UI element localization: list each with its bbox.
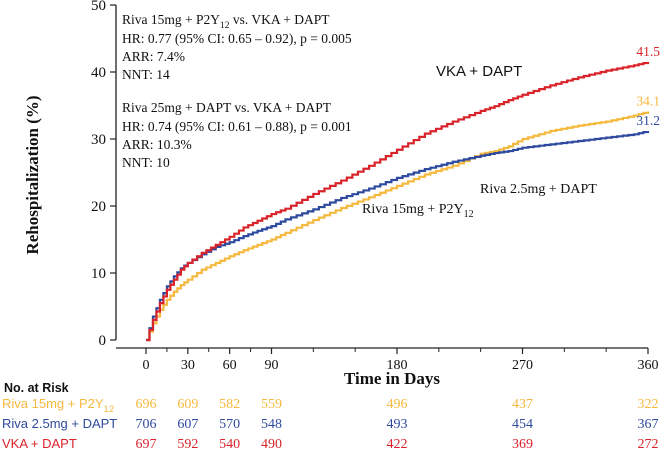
x-tick-label: 270 <box>512 358 533 373</box>
annotation-2-title: Riva 25mg + DAPT vs. VKA + DAPT <box>122 100 332 115</box>
curve-label-riva15: Riva 15mg + P2Y12 <box>362 202 474 220</box>
risk-value-riva15: 437 <box>512 397 533 412</box>
y-ticks: 0 10 20 30 40 50 <box>91 0 116 349</box>
annotation-1-title-main: Riva 15mg + P2Y <box>122 12 220 27</box>
risk-row-label-main: VKA + DAPT <box>2 436 77 451</box>
annotation-1-hr: HR: 0.77 (95% CI: 0.65 – 0.92), p = 0.00… <box>122 31 352 46</box>
series-line-riva25 <box>146 130 650 342</box>
x-axis-label: Time in Days <box>344 369 440 388</box>
x-tick-label: 30 <box>181 358 195 373</box>
risk-value-vka: 540 <box>219 437 240 452</box>
y-tick-label: 20 <box>91 199 106 215</box>
risk-value-riva25: 367 <box>638 417 659 432</box>
curve-label-vka: VKA + DAPT <box>436 63 522 80</box>
annotation-1-title-rest: vs. VKA + DAPT <box>230 12 331 27</box>
x-tick-label: 0 <box>143 358 150 373</box>
risk-value-vka: 369 <box>512 437 533 452</box>
risk-row-label-main: Riva 15mg + P2Y <box>2 396 104 411</box>
annotation-2-nnt: NNT: 10 <box>122 155 170 170</box>
risk-row-label-sub: 12 <box>104 404 115 415</box>
x-ticks: 0 30 60 90 180 270 360 <box>143 348 659 373</box>
risk-row-label-main: Riva 2.5mg + DAPT <box>2 416 117 431</box>
y-tick-label: 40 <box>91 65 106 81</box>
x-tick-label: 360 <box>638 358 659 373</box>
risk-value-riva25: 570 <box>219 417 240 432</box>
axes: 0 10 20 30 40 50 0 30 60 90 180 270 360 <box>91 0 659 373</box>
risk-value-riva25: 454 <box>512 417 533 432</box>
risk-value-vka: 592 <box>177 437 198 452</box>
risk-table-header: No. at Risk <box>4 381 69 395</box>
end-value-vka: 41.5 <box>636 44 660 59</box>
curve-label-riva15-main: Riva 15mg + P2Y <box>362 202 464 217</box>
y-axis-label: Rehospitalization (%) <box>23 95 42 254</box>
y-tick-label: 30 <box>91 132 106 148</box>
end-value-riva15: 34.1 <box>636 94 660 109</box>
risk-value-riva15: 696 <box>136 397 157 412</box>
y-tick-label: 0 <box>99 333 107 349</box>
annotation-1-arr: ARR: 7.4% <box>122 49 185 64</box>
series-line-riva15 <box>146 111 650 342</box>
annotation-1-title-sub: 12 <box>220 21 230 31</box>
risk-value-riva25: 548 <box>261 417 282 432</box>
risk-value-vka: 490 <box>261 437 282 452</box>
series-line-vka <box>146 61 650 342</box>
end-value-labels: 34.1 31.2 41.5 <box>636 44 660 128</box>
risk-table-rows: Riva 15mg + P2Y12 696 609 582 559 496 437 322 Ri… <box>2 396 659 452</box>
annotation-block-1: Riva 15mg + P2Y12 vs. VKA + DAPT HR: 0.7… <box>122 12 352 82</box>
risk-value-riva15: 559 <box>261 397 282 412</box>
risk-value-riva15: 496 <box>387 397 408 412</box>
annotation-2-hr: HR: 0.74 (95% CI: 0.61 – 0.88), p = 0.00… <box>122 119 352 134</box>
x-tick-label: 180 <box>387 358 408 373</box>
risk-row-label-riva15: Riva 15mg + P2Y12 <box>2 396 114 415</box>
x-tick-label: 60 <box>223 358 237 373</box>
x-tick-label: 90 <box>265 358 279 373</box>
risk-value-vka: 272 <box>638 437 659 452</box>
y-tick-label: 50 <box>91 0 106 14</box>
y-tick-label: 10 <box>91 266 106 282</box>
risk-row-label-riva25: Riva 2.5mg + DAPT <box>2 416 117 431</box>
risk-value-riva15: 582 <box>219 397 240 412</box>
annotation-1-nnt: NNT: 14 <box>122 67 170 82</box>
risk-value-riva15: 609 <box>177 397 198 412</box>
risk-row-label-vka: VKA + DAPT <box>2 436 77 451</box>
annotation-2-arr: ARR: 10.3% <box>122 137 192 152</box>
risk-value-riva25: 493 <box>387 417 408 432</box>
risk-value-vka: 697 <box>136 437 157 452</box>
series-layer <box>146 61 650 342</box>
risk-value-vka: 422 <box>387 437 408 452</box>
annotation-block-2: Riva 25mg + DAPT vs. VKA + DAPT HR: 0.74… <box>122 100 352 170</box>
risk-value-riva25: 706 <box>136 417 157 432</box>
risk-value-riva15: 322 <box>638 397 659 412</box>
risk-table: No. at Risk Riva 15mg + P2Y12 696 609 582 55… <box>2 381 659 452</box>
risk-value-riva25: 607 <box>177 417 198 432</box>
end-value-riva25: 31.2 <box>636 113 660 128</box>
curve-label-riva15-sub: 12 <box>464 209 474 220</box>
curve-label-riva25: Riva 2.5mg + DAPT <box>480 182 597 197</box>
annotation-1-title: Riva 15mg + P2Y12 vs. VKA + DAPT <box>122 12 330 31</box>
